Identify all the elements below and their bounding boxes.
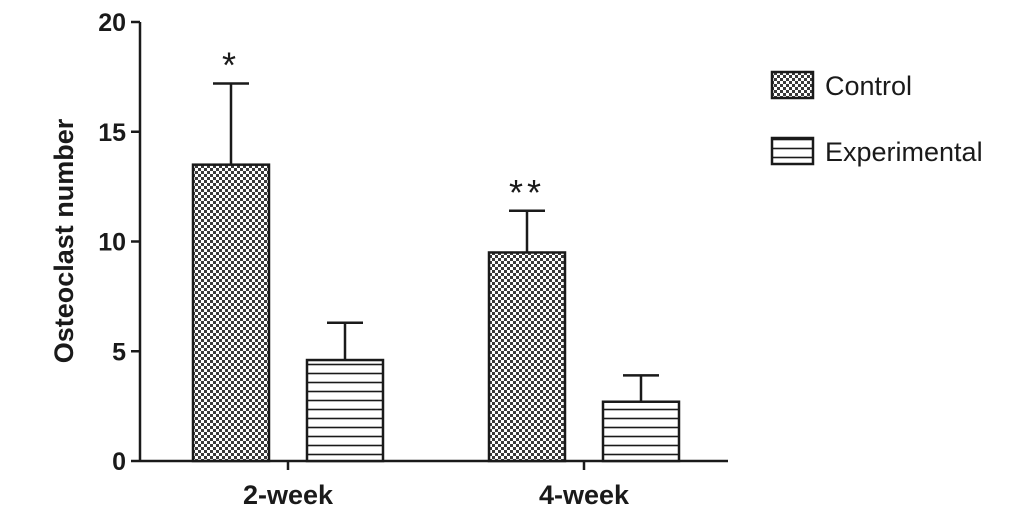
- bar-group: **: [487, 172, 567, 463]
- significance-marker: **: [509, 172, 545, 213]
- x-tick-label: 4-week: [539, 480, 630, 510]
- y-tick-label: 0: [112, 448, 126, 476]
- y-axis-label: Osteoclast number: [49, 118, 79, 363]
- y-axis: 0 5 10 15 20 Osteoclast number: [49, 9, 142, 476]
- bar: [305, 358, 385, 463]
- y-tick-label: 10: [98, 229, 126, 257]
- bar-group: *: [191, 44, 271, 463]
- legend-item: Control: [770, 70, 912, 101]
- legend: Control Experimental: [770, 70, 983, 167]
- x-axis: 2-week 4-week: [140, 459, 728, 510]
- bar: [601, 400, 681, 463]
- bars: ***: [191, 44, 681, 463]
- bar-group: [305, 321, 385, 463]
- legend-swatch: [770, 136, 815, 166]
- legend-label: Control: [825, 71, 912, 101]
- y-tick-label: 15: [98, 119, 126, 147]
- legend-item: Experimental: [770, 136, 983, 167]
- legend-label: Experimental: [825, 137, 983, 167]
- x-ticks: 2-week 4-week: [243, 461, 630, 510]
- bar-group: [601, 374, 681, 463]
- y-tick-label: 20: [98, 9, 126, 37]
- x-tick-label: 2-week: [243, 480, 334, 510]
- bar: [191, 163, 271, 463]
- y-tick-label: 5: [112, 338, 126, 366]
- bar: [487, 251, 567, 463]
- y-ticks: 0 5 10 15 20: [98, 9, 140, 476]
- significance-marker: *: [222, 44, 240, 85]
- legend-swatch: [770, 70, 815, 100]
